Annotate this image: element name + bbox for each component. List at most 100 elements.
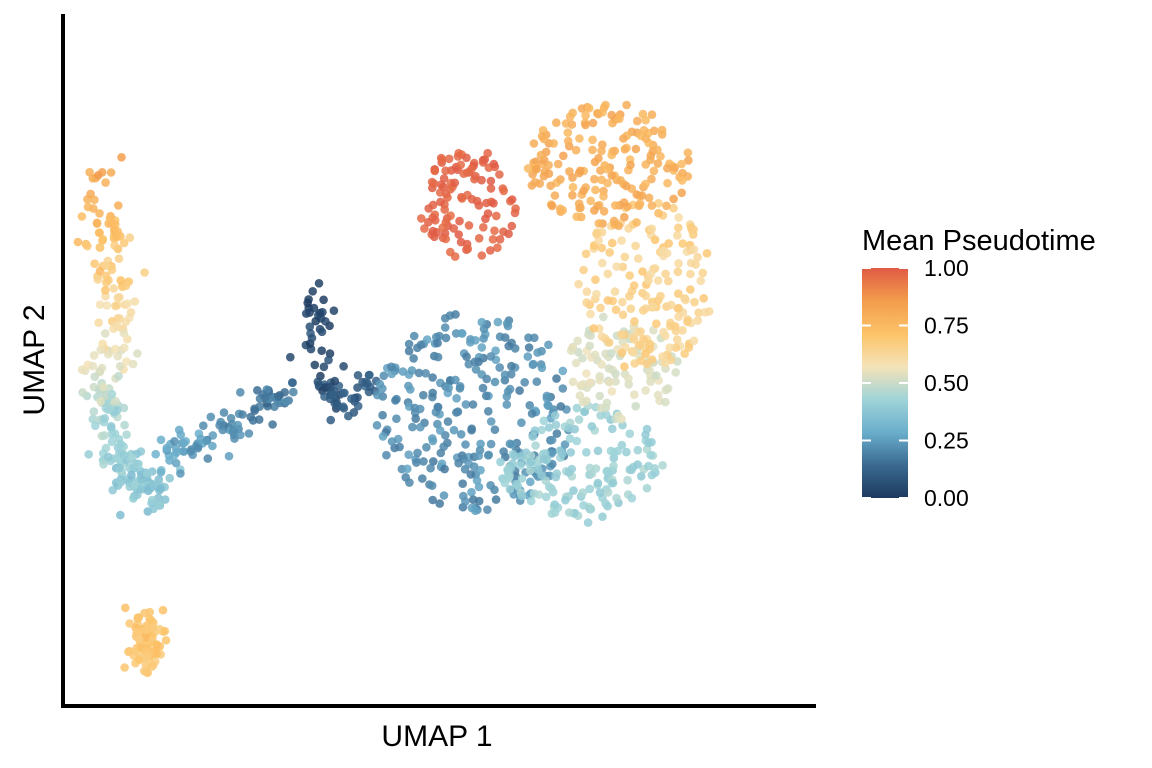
- cell-point: [454, 458, 463, 468]
- cell-point: [441, 189, 451, 199]
- cell-point: [550, 191, 560, 200]
- cell-point: [454, 230, 464, 239]
- cell-point: [416, 422, 425, 432]
- cell-point: [462, 352, 471, 362]
- cell-point: [441, 166, 450, 175]
- cell-point: [556, 175, 565, 184]
- cell-point: [88, 361, 98, 371]
- cell-point: [578, 488, 588, 497]
- cell-point: [691, 260, 700, 269]
- cell-point: [599, 192, 608, 201]
- colorbar-tick-label: 1.00: [924, 255, 969, 281]
- cell-point: [635, 199, 645, 208]
- cell-point: [582, 298, 591, 307]
- cell-point: [568, 108, 577, 118]
- cell-point: [612, 262, 621, 271]
- cell-point: [671, 368, 680, 377]
- cell-point: [128, 359, 138, 369]
- cell-point: [134, 635, 144, 644]
- cell-point: [544, 169, 554, 178]
- cell-point: [104, 349, 113, 359]
- cell-point: [171, 458, 181, 468]
- cell-point: [502, 400, 512, 409]
- cell-point: [683, 148, 693, 157]
- cell-point: [606, 349, 616, 358]
- cell-point: [474, 482, 484, 492]
- cell-point: [130, 297, 140, 306]
- cell-point: [632, 218, 641, 227]
- cell-point: [486, 184, 496, 193]
- cell-point: [690, 297, 699, 307]
- cell-point: [527, 409, 537, 418]
- cell-point: [428, 495, 438, 505]
- cell-point: [553, 159, 563, 169]
- cell-point: [588, 145, 597, 155]
- cell-point: [525, 401, 534, 410]
- cell-point: [100, 431, 109, 440]
- cell-point: [452, 408, 461, 417]
- cell-point: [479, 223, 488, 232]
- cell-point: [319, 295, 328, 305]
- cell-point: [446, 247, 455, 257]
- cell-point: [113, 227, 122, 236]
- cell-point: [84, 450, 93, 459]
- cell-point: [286, 352, 295, 362]
- cell-point: [436, 180, 446, 189]
- cell-point: [537, 425, 546, 435]
- cell-point: [630, 390, 639, 400]
- cell-point: [302, 309, 311, 318]
- cell-point: [647, 110, 657, 119]
- cell-point: [627, 465, 636, 475]
- cell-point: [633, 460, 642, 469]
- cell-point: [550, 508, 560, 517]
- cell-point: [575, 134, 584, 143]
- cell-point: [576, 203, 585, 212]
- cell-point: [618, 297, 627, 307]
- cell-point: [116, 478, 125, 487]
- cell-point: [652, 319, 661, 329]
- cell-point: [101, 261, 111, 270]
- cell-point: [391, 396, 400, 405]
- cell-point: [608, 238, 617, 248]
- colorbar-tick-label: 0.50: [924, 370, 969, 396]
- cell-point: [474, 451, 484, 461]
- cell-point: [503, 465, 512, 475]
- cell-point: [456, 160, 466, 170]
- cell-point: [587, 469, 597, 478]
- cell-point: [433, 402, 443, 412]
- cell-point: [669, 194, 678, 204]
- cell-point: [375, 379, 385, 389]
- colorbar-tick-label: 0.00: [924, 485, 969, 511]
- cell-point: [444, 154, 454, 164]
- cell-point: [89, 351, 99, 360]
- cell-point: [409, 354, 418, 363]
- cell-point: [544, 482, 554, 492]
- colorbar-title: Mean Pseudotime: [862, 225, 1096, 257]
- cell-point: [148, 623, 158, 633]
- cell-point: [544, 423, 554, 432]
- cell-point: [588, 135, 597, 145]
- cell-point: [636, 472, 646, 481]
- cell-point: [250, 406, 259, 415]
- cell-point: [602, 467, 612, 476]
- cell-point: [698, 268, 708, 278]
- cell-point: [547, 435, 557, 445]
- cell-point: [550, 411, 560, 420]
- cell-point: [274, 392, 283, 401]
- cell-point: [551, 472, 561, 482]
- cell-point: [461, 400, 471, 409]
- cell-point: [649, 326, 658, 335]
- cell-point: [502, 319, 512, 328]
- cell-point: [609, 448, 619, 457]
- cell-point: [568, 182, 578, 192]
- cell-point: [428, 388, 438, 398]
- cell-point: [372, 421, 382, 430]
- cell-point: [73, 237, 83, 247]
- cell-point: [529, 139, 539, 148]
- cell-point: [477, 343, 487, 352]
- cell-point: [165, 473, 174, 483]
- cell-point: [507, 195, 517, 204]
- cell-point: [479, 324, 489, 334]
- cell-point: [154, 501, 164, 510]
